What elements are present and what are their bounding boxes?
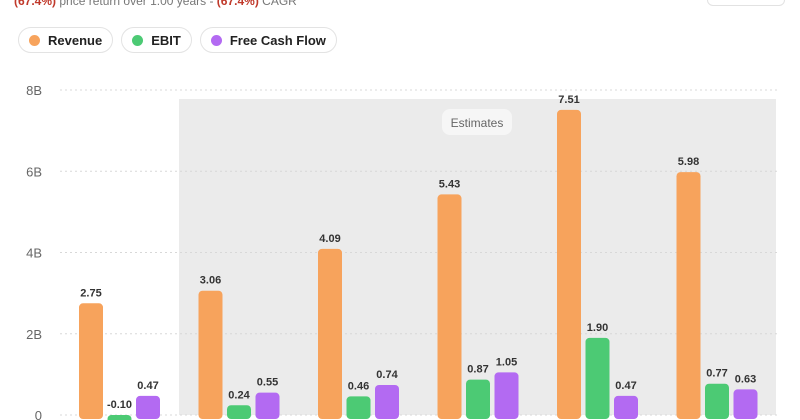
data-label: 0.46 xyxy=(348,380,369,392)
data-label: 0.87 xyxy=(467,364,488,376)
price-return-percent: (67.4%) xyxy=(14,0,57,8)
bar-ebit xyxy=(346,396,371,419)
bar-ebit xyxy=(585,337,610,419)
bar-revenue xyxy=(198,290,223,419)
data-label: 1.05 xyxy=(496,356,517,368)
data-label: 2.75 xyxy=(80,287,101,299)
bar-free-cash-flow xyxy=(136,395,160,419)
legend-item-free-cash-flow[interactable]: Free Cash Flow xyxy=(199,27,337,53)
chart-legend: Revenue EBIT Free Cash Flow xyxy=(18,27,337,53)
bar-free-cash-flow xyxy=(375,384,399,419)
bar-free-cash-flow xyxy=(494,372,519,419)
y-tick-label: 4B xyxy=(26,246,42,261)
data-label: 3.06 xyxy=(200,275,221,287)
estimates-badge xyxy=(442,109,512,135)
data-label: 5.98 xyxy=(678,156,699,168)
bar-revenue xyxy=(437,194,462,419)
data-label: 0.24 xyxy=(228,389,250,401)
price-return-summary: (67.4%) price return over 1.00 years - (… xyxy=(14,0,297,8)
bar-free-cash-flow xyxy=(255,392,280,419)
y-tick-label: 2B xyxy=(26,327,42,342)
data-label: -0.10 xyxy=(107,399,132,411)
data-label: 0.63 xyxy=(735,373,756,385)
legend-item-ebit[interactable]: EBIT xyxy=(121,27,192,53)
data-label: 4.09 xyxy=(319,233,340,245)
cagr-text: CAGR xyxy=(262,0,297,8)
bar-revenue xyxy=(557,109,581,419)
data-label: 5.43 xyxy=(439,178,460,190)
data-label: 0.74 xyxy=(376,369,398,381)
bar-ebit xyxy=(466,379,490,419)
legend-item-revenue[interactable]: Revenue xyxy=(18,27,114,53)
ebit-dot-icon xyxy=(132,34,144,46)
data-label: 0.77 xyxy=(706,368,727,380)
bar-ebit xyxy=(107,415,132,420)
free-cash-flow-dot-icon xyxy=(210,34,222,46)
data-label: 0.47 xyxy=(615,380,636,392)
data-label: 0.47 xyxy=(137,380,158,392)
legend-label-ebit: EBIT xyxy=(151,32,181,48)
y-tick-label: 8B xyxy=(26,83,42,98)
estimates-label: Estimates xyxy=(451,116,504,130)
bar-free-cash-flow xyxy=(614,395,638,419)
legend-label-revenue: Revenue xyxy=(48,32,103,48)
y-tick-label: 6B xyxy=(26,164,42,179)
bar-revenue xyxy=(79,303,103,419)
data-label: 1.90 xyxy=(587,322,608,334)
bar-revenue xyxy=(676,172,701,419)
bar-ebit xyxy=(705,383,729,419)
bar-free-cash-flow xyxy=(733,389,758,419)
cagr-percent: (67.4%) xyxy=(216,0,259,8)
data-label: 0.55 xyxy=(257,377,278,389)
revenue-dot-icon xyxy=(29,34,40,46)
y-tick-label: 0 xyxy=(35,408,42,420)
legend-label-free-cash-flow: Free Cash Flow xyxy=(229,32,326,48)
price-return-text: price return over 1.00 years - xyxy=(59,0,214,8)
data-label: 7.51 xyxy=(558,94,579,106)
bar-revenue xyxy=(318,248,342,419)
bar-ebit xyxy=(227,405,251,419)
